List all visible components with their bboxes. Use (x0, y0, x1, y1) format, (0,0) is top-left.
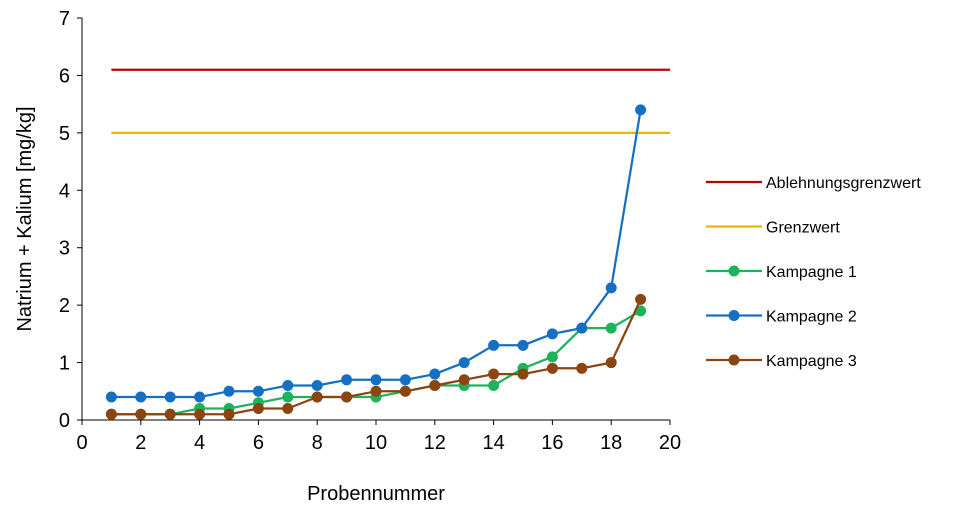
data-point (546, 351, 558, 363)
data-point (194, 391, 206, 403)
legend-label: Kampagne 3 (766, 353, 857, 370)
data-point (605, 322, 617, 334)
x-tick-label: 12 (424, 432, 446, 454)
data-point (223, 385, 235, 397)
data-point (135, 391, 147, 403)
data-point (517, 368, 529, 380)
series-kampagne-1 (105, 305, 647, 420)
data-point (311, 380, 323, 392)
data-point (517, 339, 529, 351)
data-point (635, 104, 647, 116)
data-point (458, 357, 470, 369)
data-point (546, 328, 558, 340)
y-tick-label: 3 (59, 238, 70, 260)
y-axis-title: Natrium + Kalium [mg/kg] (14, 106, 36, 331)
data-point (252, 385, 264, 397)
series-line (111, 109, 642, 399)
x-tick-label: 16 (541, 432, 563, 454)
data-point (370, 385, 382, 397)
x-tick-label: 8 (312, 432, 323, 454)
data-point (105, 391, 117, 403)
series-lines (105, 68, 670, 420)
y-axis-ticks: 0 1 2 3 4 5 6 7 (59, 8, 82, 432)
data-point (252, 403, 264, 415)
data-point (282, 380, 294, 392)
y-tick-label: 7 (59, 8, 70, 30)
x-tick-label: 6 (253, 432, 264, 454)
x-tick-label: 0 (76, 432, 87, 454)
legend-item: Kampagne 3 (706, 353, 857, 370)
data-point (488, 380, 500, 392)
legend-item: Ablehnungsgrenzwert (706, 175, 921, 192)
data-point (546, 362, 558, 374)
data-point (576, 362, 588, 374)
data-point (488, 368, 500, 380)
legend-label: Ablehnungsgrenzwert (766, 175, 921, 192)
data-point (135, 408, 147, 420)
data-point (429, 368, 441, 380)
data-point (635, 293, 647, 305)
data-point (223, 408, 235, 420)
legend-label: Kampagne 1 (766, 264, 857, 281)
data-point (341, 374, 353, 386)
y-tick-label: 6 (59, 65, 70, 87)
data-point (164, 391, 176, 403)
data-point (282, 391, 294, 403)
x-tick-label: 18 (600, 432, 622, 454)
x-tick-label: 10 (365, 432, 387, 454)
data-point (105, 408, 117, 420)
data-point (458, 374, 470, 386)
x-axis-ticks: 0 2 4 6 8 10 12 14 16 18 20 (76, 420, 681, 454)
x-tick-label: 20 (659, 432, 681, 454)
legend-marker (728, 354, 740, 366)
data-point (311, 391, 323, 403)
legend-label: Kampagne 2 (766, 309, 857, 326)
data-point (488, 339, 500, 351)
data-point (164, 408, 176, 420)
data-point (341, 391, 353, 403)
data-point (605, 282, 617, 294)
data-point (194, 408, 206, 420)
legend-marker (728, 310, 740, 321)
legend-item: Grenzwert (706, 220, 840, 237)
data-point (576, 322, 588, 334)
y-tick-label: 2 (59, 295, 70, 317)
data-point (399, 374, 411, 386)
y-tick-label: 5 (59, 123, 70, 145)
data-point (370, 374, 382, 386)
legend: Ablehnungsgrenzwert Grenzwert Kampagne 1 Ka… (706, 175, 921, 370)
x-tick-label: 2 (135, 432, 146, 454)
legend-item: Kampagne 1 (706, 264, 857, 281)
legend-label: Grenzwert (766, 220, 840, 237)
series-kampagne-3 (105, 293, 647, 420)
y-tick-label: 1 (59, 353, 70, 375)
data-point (399, 385, 411, 397)
legend-item: Kampagne 2 (706, 309, 857, 326)
x-tick-label: 4 (194, 432, 205, 454)
data-point (429, 380, 441, 392)
data-point (282, 403, 294, 415)
x-axis-title: Probennummer (307, 483, 445, 505)
series-kampagne-2 (105, 104, 647, 403)
x-tick-label: 14 (482, 432, 504, 454)
y-tick-label: 0 (59, 410, 70, 432)
legend-marker (728, 265, 740, 277)
data-point (635, 305, 647, 317)
data-point (605, 357, 617, 369)
y-tick-label: 4 (59, 180, 70, 202)
